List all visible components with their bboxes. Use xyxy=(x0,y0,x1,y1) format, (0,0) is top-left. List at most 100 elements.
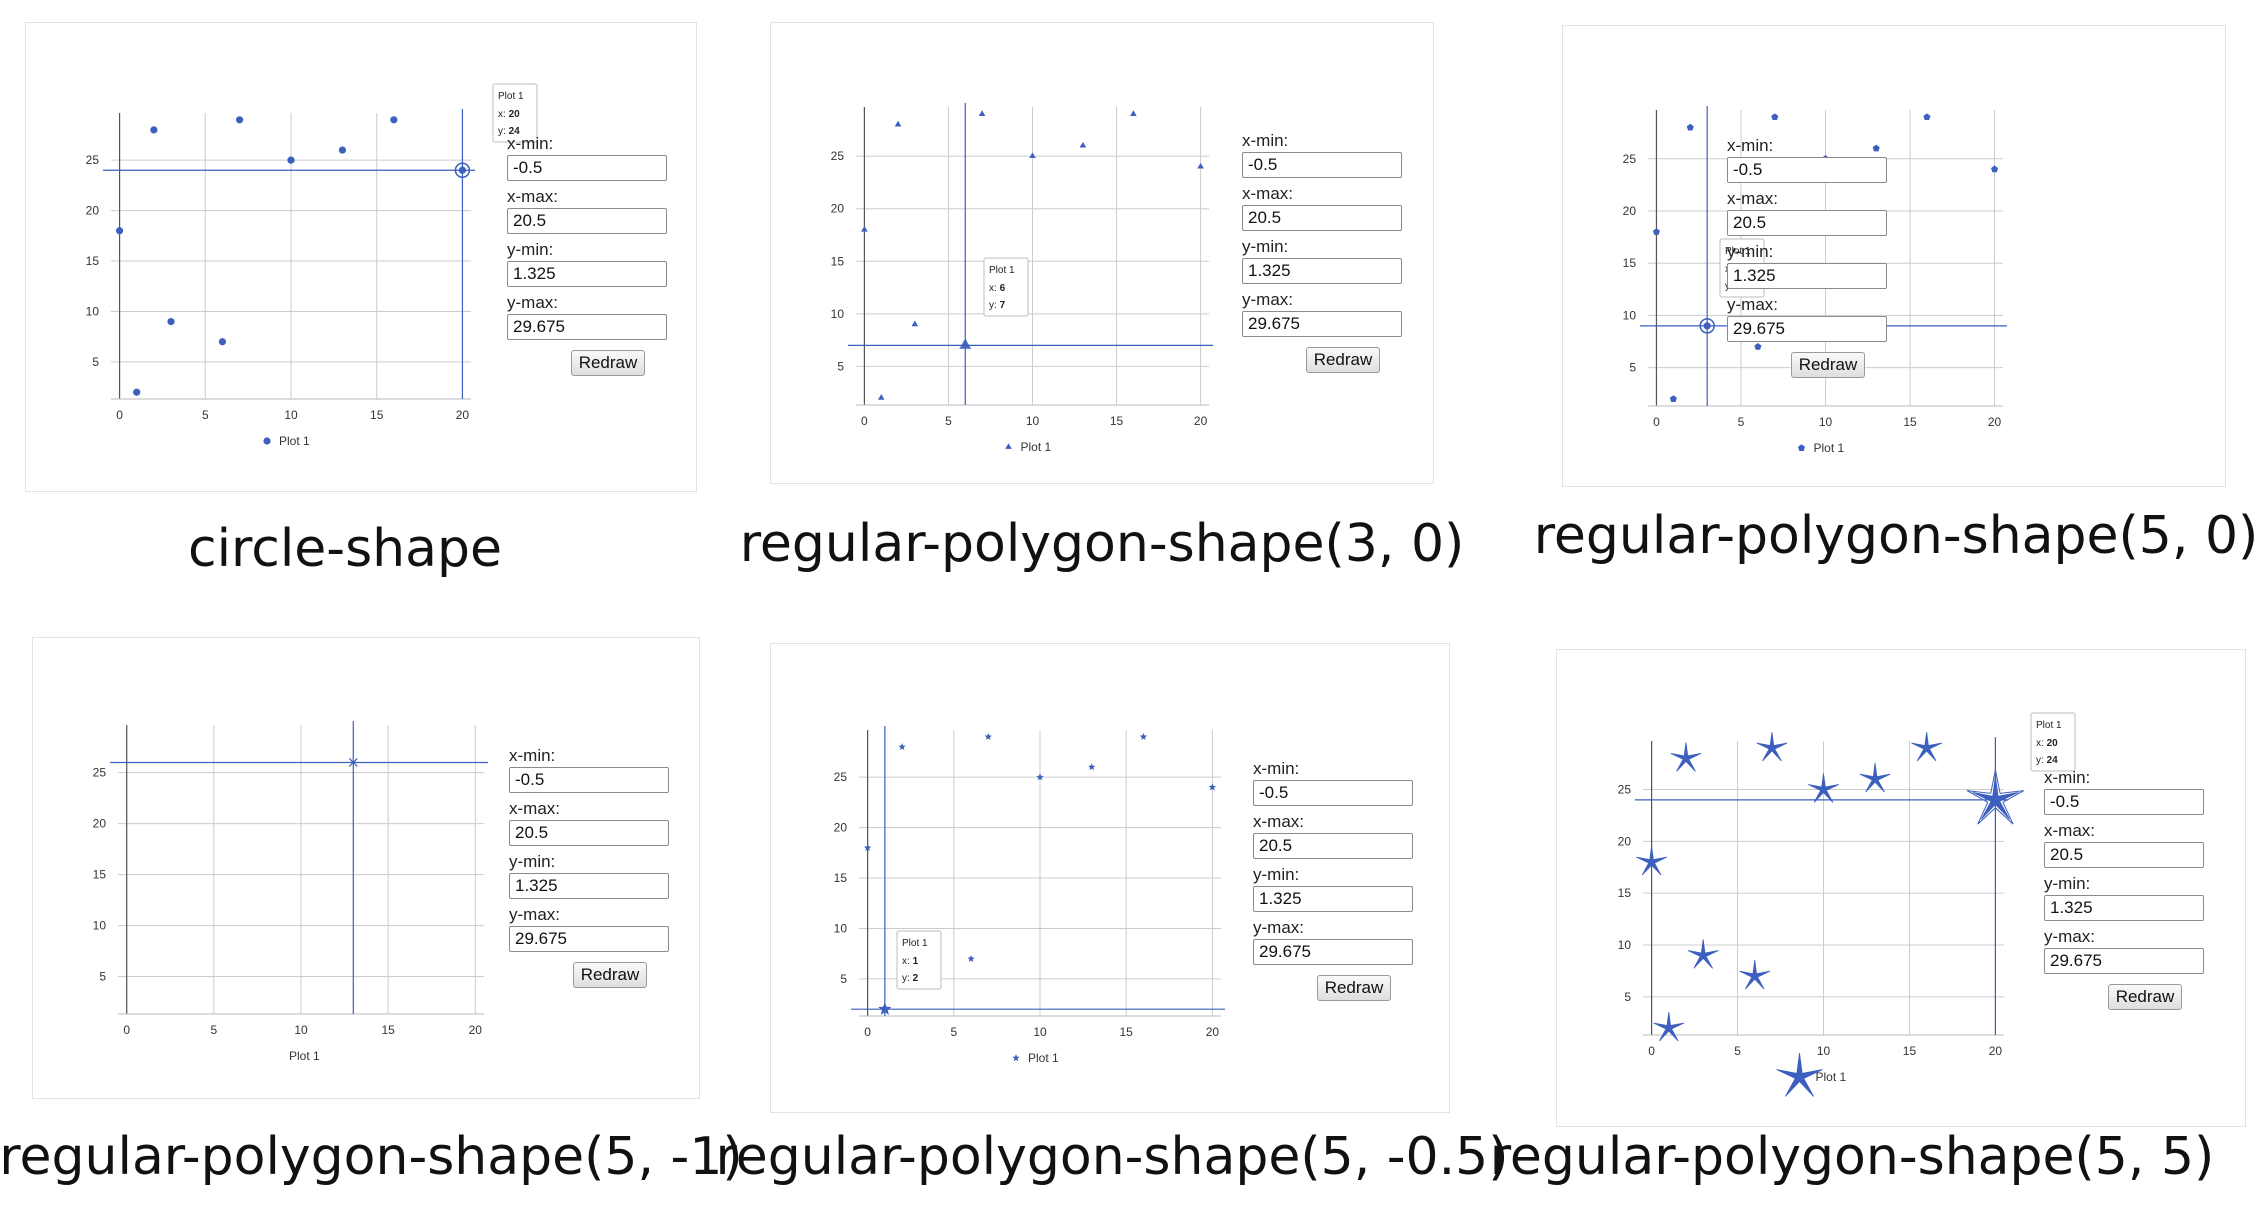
data-point[interactable] xyxy=(1686,123,1694,131)
xmax-input[interactable] xyxy=(1253,833,1413,859)
xmax-input[interactable] xyxy=(507,208,667,234)
xmin-label: x-min: xyxy=(2044,768,2091,787)
x-tick-label: 15 xyxy=(1903,1044,1917,1058)
data-point[interactable] xyxy=(1923,113,1931,121)
data-point[interactable] xyxy=(1911,731,1943,762)
legend-marker[interactable] xyxy=(1012,1054,1020,1062)
y-tick-label: 10 xyxy=(1623,308,1637,322)
xmin-label: x-min: xyxy=(509,746,556,765)
ymax-input[interactable] xyxy=(507,314,667,340)
data-point[interactable] xyxy=(1088,763,1096,771)
data-point[interactable] xyxy=(1653,1011,1685,1042)
data-point[interactable] xyxy=(1208,783,1216,791)
data-point[interactable] xyxy=(1669,395,1677,402)
redraw-button[interactable]: Redraw xyxy=(1317,975,1391,1001)
data-point[interactable] xyxy=(864,843,872,851)
data-point[interactable] xyxy=(150,126,158,134)
xmin-input[interactable] xyxy=(1253,780,1413,806)
ymin-input[interactable] xyxy=(2044,895,2204,921)
legend: Plot 1 xyxy=(1776,1052,1847,1097)
scatter-plot[interactable]: 0 5 10 15 20 5 10 15 20 25 Plot 1 Plot 1 x: 1 y: 2 xyxy=(771,644,1450,1113)
data-point[interactable] xyxy=(167,317,175,326)
xmin-input[interactable] xyxy=(1727,157,1887,183)
x-tick-label: 0 xyxy=(123,1023,130,1037)
scatter-plot[interactable]: 0 5 10 15 20 5 10 15 20 25 Plot 1 Plot 1 x: 20 y: 24 xyxy=(26,23,697,492)
ymin-input[interactable] xyxy=(1727,263,1887,289)
data-point[interactable] xyxy=(1972,775,2019,820)
scatter-plot[interactable]: 0 5 10 15 20 5 10 15 20 25 Plot 1 Plot 1 x: 6 y: 7 xyxy=(771,23,1434,484)
chart-panel: 0 5 10 15 20 5 10 15 20 25 Plot 1 Plot 1 x: 1 y: 2 xyxy=(770,643,1450,1113)
xmin-label: x-min: xyxy=(1253,759,1300,778)
tooltip: Plot 1 x: 6 y: 7 xyxy=(983,257,1029,317)
xmax-input[interactable] xyxy=(1242,205,1402,231)
data-point[interactable] xyxy=(1808,773,1839,803)
xmax-label: x-max: xyxy=(1242,184,1293,203)
data-point[interactable] xyxy=(1872,144,1880,152)
redraw-button[interactable]: Redraw xyxy=(1791,352,1865,378)
data-point[interactable] xyxy=(984,733,992,740)
xmin-input[interactable] xyxy=(1242,152,1402,178)
data-point[interactable] xyxy=(218,338,227,346)
xmax-input[interactable] xyxy=(1727,210,1887,236)
data-point[interactable] xyxy=(1036,773,1044,781)
data-point[interactable] xyxy=(1079,141,1087,148)
xmax-input[interactable] xyxy=(509,820,669,846)
ymin-input[interactable] xyxy=(509,873,669,899)
data-point[interactable] xyxy=(1754,343,1762,350)
ymin-input[interactable] xyxy=(1253,886,1413,912)
data-point[interactable] xyxy=(1130,110,1137,116)
legend-marker[interactable] xyxy=(263,437,271,445)
data-point[interactable] xyxy=(1756,731,1788,762)
data-point[interactable] xyxy=(1029,152,1036,159)
data-point[interactable] xyxy=(1739,960,1771,990)
data-point[interactable] xyxy=(1991,165,1999,173)
data-point[interactable] xyxy=(390,116,398,124)
xmax-input[interactable] xyxy=(2044,842,2204,868)
data-point[interactable] xyxy=(1652,228,1660,235)
xmin-input[interactable] xyxy=(509,767,669,793)
ymax-input[interactable] xyxy=(1242,311,1402,337)
data-point[interactable] xyxy=(1670,742,1702,772)
x-tick-label: 15 xyxy=(381,1023,395,1037)
data-point[interactable] xyxy=(1859,763,1891,793)
xmin-input[interactable] xyxy=(2044,789,2204,815)
legend-marker[interactable] xyxy=(1797,444,1806,451)
ymin-input[interactable] xyxy=(507,261,667,287)
ymin-input[interactable] xyxy=(1242,258,1402,284)
redraw-button[interactable]: Redraw xyxy=(573,962,647,988)
data-point[interactable] xyxy=(287,156,295,164)
ymax-input[interactable] xyxy=(2044,948,2204,974)
data-point[interactable] xyxy=(133,388,141,396)
data-point[interactable] xyxy=(1636,846,1667,876)
legend-marker[interactable] xyxy=(1005,443,1012,449)
data-point[interactable] xyxy=(115,227,124,235)
ymin-label: y-min: xyxy=(2044,874,2091,893)
data-point[interactable] xyxy=(235,116,244,124)
redraw-button[interactable]: Redraw xyxy=(2108,984,2182,1010)
legend-marker[interactable] xyxy=(1776,1052,1823,1097)
data-point[interactable] xyxy=(911,320,919,327)
data-point[interactable] xyxy=(967,954,975,962)
x-tick-label: 10 xyxy=(284,408,298,422)
tooltip-title: Plot 1 xyxy=(2036,720,2062,731)
data-point[interactable] xyxy=(338,146,347,154)
data-point[interactable] xyxy=(861,225,868,232)
data-point[interactable] xyxy=(1139,733,1148,740)
xmin-input[interactable] xyxy=(507,155,667,181)
ymax-input[interactable] xyxy=(1253,939,1413,965)
ymax-input[interactable] xyxy=(1727,316,1887,342)
data-point[interactable] xyxy=(877,394,885,400)
data-point[interactable] xyxy=(1771,113,1779,121)
redraw-button[interactable]: Redraw xyxy=(571,350,645,376)
data-point[interactable] xyxy=(1687,939,1719,969)
redraw-button[interactable]: Redraw xyxy=(1306,347,1380,373)
ymax-input[interactable] xyxy=(509,926,669,952)
data-point[interactable] xyxy=(978,110,986,116)
scatter-plot[interactable]: 0 5 10 15 20 5 10 15 20 25 Plot 1 Plot 1 x: 20 y: 24 xyxy=(1557,650,2246,1127)
chart-panel: 0 5 10 15 20 5 10 15 20 25 Plot 1 Plot 1 x: 6 y: 7 xyxy=(770,22,1434,484)
data-point[interactable] xyxy=(894,120,902,127)
scatter-plot[interactable]: 0 5 10 15 20 5 10 15 20 25 Plot 1 xyxy=(33,638,700,1099)
data-point[interactable] xyxy=(898,743,906,750)
data-point[interactable] xyxy=(1197,162,1204,169)
